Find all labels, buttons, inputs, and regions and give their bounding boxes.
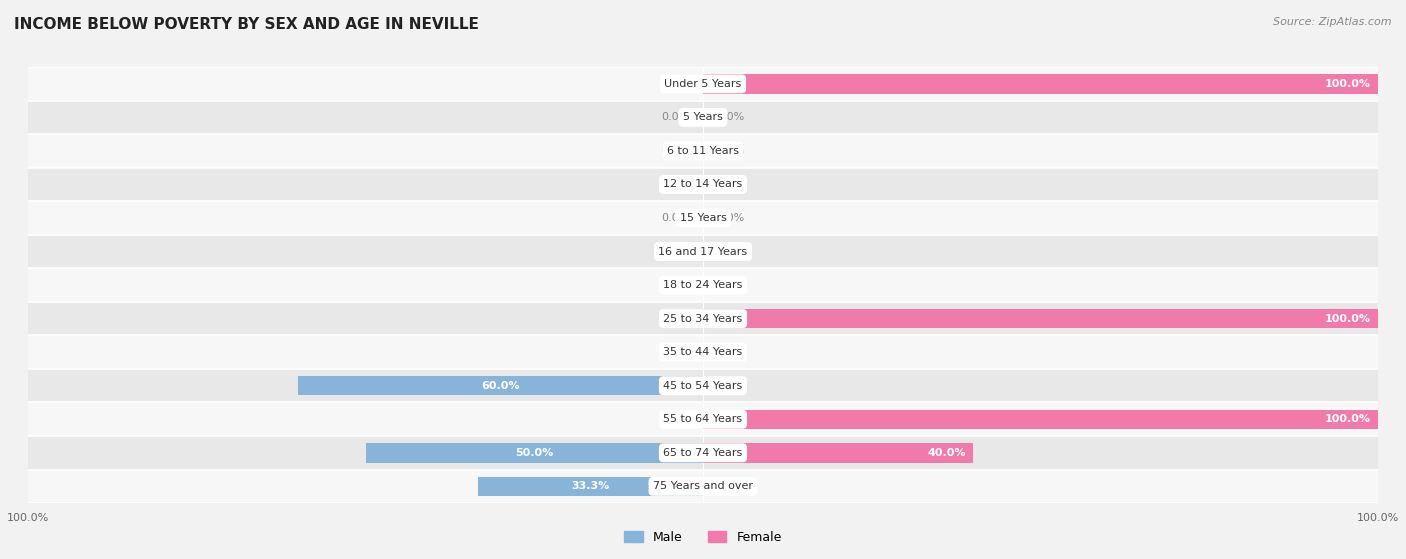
- Bar: [28, 302, 1378, 335]
- Bar: [28, 67, 1378, 101]
- Text: 0.0%: 0.0%: [661, 112, 689, 122]
- Bar: [703, 410, 1378, 429]
- Bar: [28, 168, 1378, 201]
- Text: 25 to 34 Years: 25 to 34 Years: [664, 314, 742, 324]
- Text: Source: ZipAtlas.com: Source: ZipAtlas.com: [1274, 17, 1392, 27]
- Bar: [28, 470, 1378, 503]
- Bar: [28, 436, 1378, 470]
- Text: 0.0%: 0.0%: [661, 347, 689, 357]
- Text: 40.0%: 40.0%: [928, 448, 966, 458]
- Bar: [28, 235, 1378, 268]
- Text: 60.0%: 60.0%: [481, 381, 520, 391]
- Text: 15 Years: 15 Years: [679, 213, 727, 223]
- Bar: [703, 74, 1378, 93]
- Bar: [28, 201, 1378, 235]
- Text: 16 and 17 Years: 16 and 17 Years: [658, 247, 748, 257]
- Text: 65 to 74 Years: 65 to 74 Years: [664, 448, 742, 458]
- Text: 0.0%: 0.0%: [717, 179, 745, 190]
- Text: 0.0%: 0.0%: [717, 146, 745, 156]
- Bar: [366, 443, 703, 462]
- Text: 0.0%: 0.0%: [661, 79, 689, 89]
- Text: 33.3%: 33.3%: [571, 481, 610, 491]
- Bar: [703, 309, 1378, 328]
- Text: 0.0%: 0.0%: [661, 280, 689, 290]
- Bar: [298, 376, 703, 395]
- Text: 0.0%: 0.0%: [661, 247, 689, 257]
- Bar: [28, 268, 1378, 302]
- Text: 6 to 11 Years: 6 to 11 Years: [666, 146, 740, 156]
- Bar: [703, 443, 973, 462]
- Bar: [28, 335, 1378, 369]
- Text: 12 to 14 Years: 12 to 14 Years: [664, 179, 742, 190]
- Bar: [28, 101, 1378, 134]
- Text: 100.0%: 100.0%: [1324, 414, 1371, 424]
- Text: Under 5 Years: Under 5 Years: [665, 79, 741, 89]
- Text: 55 to 64 Years: 55 to 64 Years: [664, 414, 742, 424]
- Text: 18 to 24 Years: 18 to 24 Years: [664, 280, 742, 290]
- Text: 5 Years: 5 Years: [683, 112, 723, 122]
- Text: 0.0%: 0.0%: [717, 213, 745, 223]
- Text: 0.0%: 0.0%: [717, 280, 745, 290]
- Text: 50.0%: 50.0%: [515, 448, 554, 458]
- Text: 0.0%: 0.0%: [661, 146, 689, 156]
- Text: INCOME BELOW POVERTY BY SEX AND AGE IN NEVILLE: INCOME BELOW POVERTY BY SEX AND AGE IN N…: [14, 17, 479, 32]
- Text: 0.0%: 0.0%: [717, 381, 745, 391]
- Legend: Male, Female: Male, Female: [619, 526, 787, 549]
- Text: 0.0%: 0.0%: [661, 414, 689, 424]
- Text: 100.0%: 100.0%: [1324, 314, 1371, 324]
- Text: 0.0%: 0.0%: [717, 347, 745, 357]
- Text: 0.0%: 0.0%: [717, 247, 745, 257]
- Text: 0.0%: 0.0%: [661, 314, 689, 324]
- Text: 75 Years and over: 75 Years and over: [652, 481, 754, 491]
- Bar: [28, 369, 1378, 402]
- Text: 100.0%: 100.0%: [1324, 79, 1371, 89]
- Text: 0.0%: 0.0%: [717, 112, 745, 122]
- Text: 45 to 54 Years: 45 to 54 Years: [664, 381, 742, 391]
- Text: 0.0%: 0.0%: [661, 213, 689, 223]
- Bar: [28, 134, 1378, 168]
- Text: 0.0%: 0.0%: [717, 481, 745, 491]
- Text: 0.0%: 0.0%: [661, 179, 689, 190]
- Text: 35 to 44 Years: 35 to 44 Years: [664, 347, 742, 357]
- Bar: [28, 402, 1378, 436]
- Bar: [478, 477, 703, 496]
